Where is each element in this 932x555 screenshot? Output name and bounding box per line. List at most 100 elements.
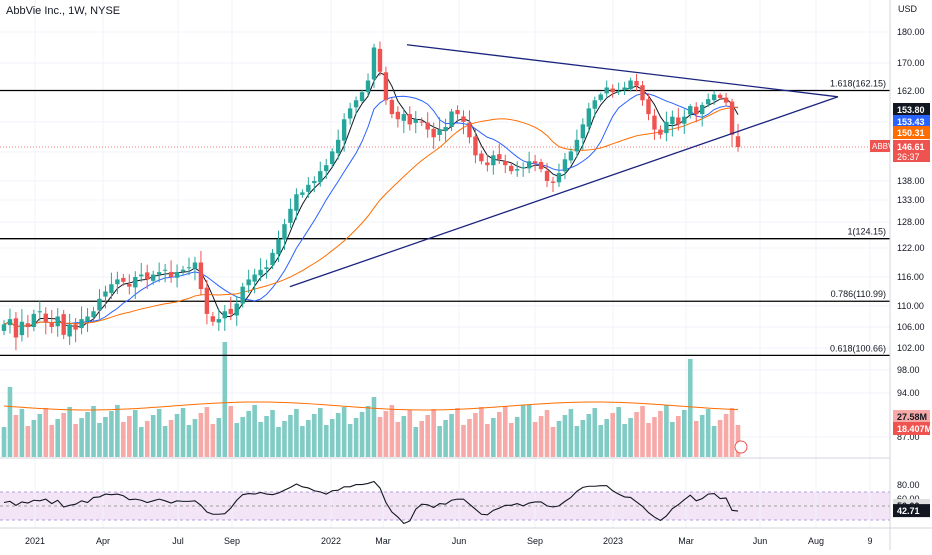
volume-bar (306, 420, 311, 457)
volume-bar (670, 422, 675, 457)
candle-body (324, 165, 329, 172)
volume-bar (282, 421, 287, 457)
volume-bar (532, 422, 538, 457)
volume-bar (604, 419, 610, 457)
price-tick-label: 116.00 (897, 272, 924, 282)
rsi-last-tag: 42.71 (897, 506, 920, 516)
volume-bar (222, 342, 228, 457)
price-tick-label: 106.00 (897, 322, 925, 332)
volume-layer (1, 342, 741, 457)
candle-body (115, 279, 120, 285)
candle-body (568, 151, 574, 161)
volume-bar (467, 419, 472, 457)
volume-bar (288, 415, 293, 457)
candle-body (103, 291, 108, 297)
candle-body (616, 91, 621, 93)
candle-body (121, 277, 126, 282)
volume-bar (49, 425, 55, 457)
candle-body (574, 139, 580, 152)
volume-bar (210, 424, 216, 457)
volume-bar (7, 387, 13, 457)
time-axis-label: Apr (96, 536, 110, 546)
candle-body (180, 269, 186, 272)
candle-body (694, 106, 699, 115)
ma-slow-line (3, 106, 739, 328)
volume-bar (514, 417, 520, 457)
candle-body (640, 85, 645, 101)
volume-bar (13, 415, 19, 457)
candle-body (294, 194, 299, 211)
volume-bar (371, 397, 377, 457)
price-tick-label: 122.00 (897, 243, 925, 253)
volume-bar (437, 426, 442, 457)
candle-body (25, 323, 31, 327)
volume-bar (216, 418, 222, 457)
volume-bar (329, 419, 335, 457)
volume-bar (353, 418, 359, 457)
volume-bar (300, 426, 305, 457)
candle-body (723, 97, 729, 103)
volume-bar (497, 412, 502, 457)
candle-body (55, 316, 60, 327)
volume-bar (443, 420, 448, 457)
volume-bar (431, 409, 436, 457)
volume-bar (383, 411, 389, 457)
lower-trendline (289, 96, 839, 288)
countdown-tag: 26:37 (897, 152, 920, 162)
candle-body (371, 47, 377, 80)
volume-bar (156, 409, 162, 457)
candle-body (258, 269, 263, 276)
candle-body (97, 298, 102, 311)
candle-body (240, 286, 245, 304)
candle-body (1, 324, 7, 331)
volume-bar (162, 426, 168, 457)
candle-body (407, 114, 412, 125)
candle-body (538, 162, 544, 170)
candle-body (401, 114, 407, 121)
volume-bar (413, 427, 419, 457)
fib-levels-layer: 1.618(162.15) 1(124.15) 0.786(110.99) 0.618… (0, 78, 890, 357)
volume-bar (347, 424, 353, 457)
volume-bar (425, 415, 430, 457)
candle-body (288, 208, 293, 223)
price-tick-label: 133.00 (897, 195, 925, 205)
candle-body (413, 119, 418, 123)
volume-bar (640, 406, 645, 457)
candle-body (61, 314, 66, 335)
volume-bar (556, 421, 562, 457)
volume-bar (580, 420, 586, 457)
volume-bar (622, 424, 627, 457)
candle-body (73, 324, 78, 330)
volume-bar (55, 419, 61, 457)
candle-body (186, 267, 192, 269)
ma3-value-tag-bg (893, 126, 930, 139)
candle-body (234, 303, 239, 316)
candle-body (222, 311, 227, 319)
candle-body (598, 94, 603, 100)
volume-bar (43, 408, 49, 457)
candle-body (604, 87, 609, 94)
volume-bar (479, 407, 484, 457)
volume-bar (67, 407, 72, 457)
earnings-marker-icon (734, 440, 748, 454)
volume-bar (508, 423, 514, 457)
volume-bar (79, 418, 84, 457)
candle-body (664, 121, 669, 134)
candle-body (670, 116, 675, 125)
candle-body (509, 165, 514, 172)
last-price-tag: 146.61 (897, 142, 925, 152)
candle-body (270, 252, 275, 266)
volume-bar (359, 412, 365, 457)
volume-bar (377, 417, 383, 457)
candle-body (79, 319, 84, 329)
time-axis-label: Jun (452, 536, 467, 546)
candle-body (520, 167, 526, 169)
candle-body (592, 100, 597, 109)
candle-body (532, 161, 538, 164)
candle-body (473, 136, 478, 156)
candle-body (133, 277, 138, 288)
volume-bar (502, 406, 508, 457)
